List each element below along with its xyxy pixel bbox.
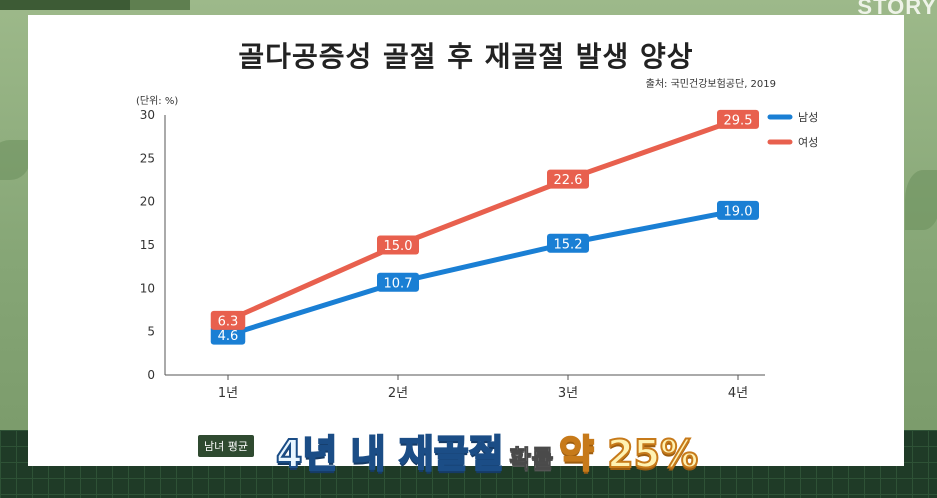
caption-part-2: 확률 [509,445,554,474]
caption-text: 4년 내 재골절 확률 약 25% [275,423,699,478]
data-label: 15.0 [384,239,413,254]
caption-part-3: 약 25% [558,431,699,477]
line-chart: 0 5 10 15 20 25 30 1년 2년 3년 4년 4.6 10.7 15.2 19.0 6.3 15… [140,108,819,401]
data-label-box [210,310,246,330]
y-tick-label: 15 [140,238,155,252]
data-label-box [717,200,759,220]
caption-part-1: 4년 내 재골절 [275,431,505,477]
y-tick-label: 10 [140,281,155,295]
chart-source: 출처: 국민건강보험공단, 2019 [645,79,776,90]
data-label-box [210,325,246,345]
data-label: 10.7 [384,276,413,291]
legend-label: 여성 [798,136,818,149]
channel-mark: STORY [857,0,937,19]
data-label-box [377,235,419,255]
data-label: 4.6 [218,329,239,344]
chart-panel: 골다공증성 골절 후 재골절 발생 양상 출처: 국민건강보험공단, 2019 … [28,15,904,477]
data-label: 22.6 [554,173,583,188]
caption-badge: 남녀 평균 [198,435,254,457]
series-line-male [225,207,741,338]
leaf-decoration [905,170,937,230]
legend-label: 남성 [798,111,818,124]
x-tick-label: 2년 [388,386,408,401]
data-label-box [547,233,589,253]
series-line-female [225,116,741,323]
data-label: 19.0 [724,204,753,219]
data-label: 6.3 [218,314,239,329]
x-tick-label: 3년 [558,386,578,401]
top-strip [0,0,130,10]
y-tick-label: 0 [147,368,155,382]
y-tick-label: 30 [140,108,155,122]
y-tick-label: 5 [147,325,155,339]
caption: 남녀 평균 4년 내 재골절 확률 약 25% [198,423,838,477]
x-tick-label: 4년 [728,386,748,401]
data-label-box [717,109,759,129]
top-strip [130,0,190,10]
chart-title: 골다공증성 골절 후 재골절 발생 양상 [238,40,694,73]
data-label-box [377,272,419,292]
data-label: 15.2 [554,237,583,252]
x-tick-label: 1년 [218,386,238,401]
unit-label: (단위: %) [136,96,179,107]
y-tick-label: 25 [140,151,155,165]
data-label-box [547,169,589,189]
data-label: 29.5 [724,113,753,128]
y-tick-label: 20 [140,195,155,209]
